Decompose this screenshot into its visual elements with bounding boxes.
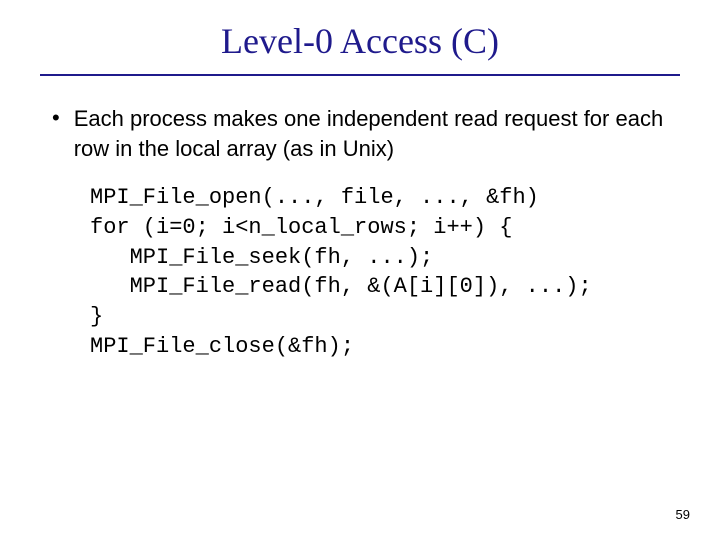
title-underline: [40, 74, 680, 76]
bullet-marker: •: [52, 107, 60, 129]
bullet-item: • Each process makes one independent rea…: [40, 104, 680, 163]
page-number: 59: [676, 507, 690, 522]
code-block: MPI_File_open(..., file, ..., &fh) for (…: [40, 183, 680, 361]
slide-title: Level-0 Access (C): [40, 20, 680, 62]
slide-container: Level-0 Access (C) • Each process makes …: [0, 0, 720, 540]
bullet-text: Each process makes one independent read …: [74, 104, 680, 163]
